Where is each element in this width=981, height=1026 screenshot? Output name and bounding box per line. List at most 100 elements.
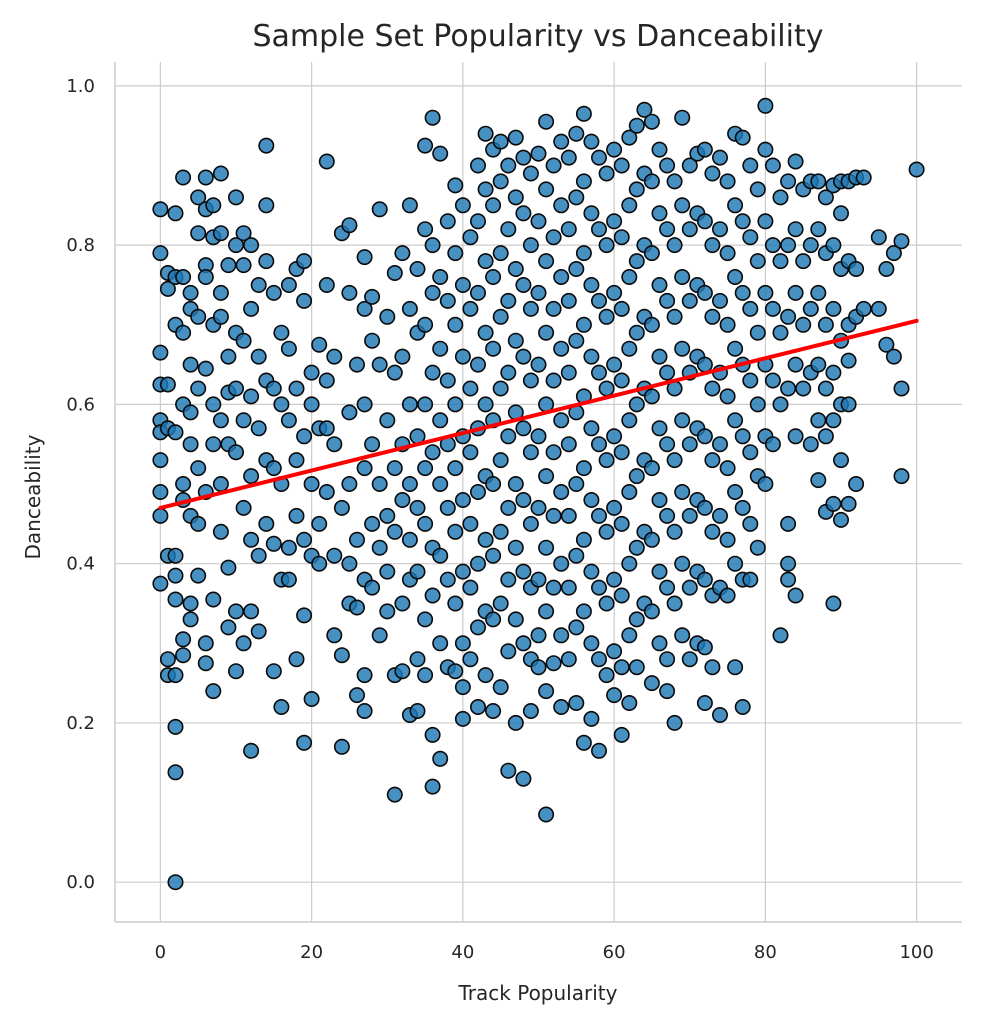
data-point: [666, 595, 683, 612]
data-point: [621, 268, 638, 285]
data-point: [545, 300, 562, 317]
data-point: [817, 380, 834, 397]
data-point: [780, 555, 797, 572]
data-point: [613, 587, 630, 604]
data-point: [832, 205, 849, 222]
data-point: [364, 515, 381, 532]
data-point: [711, 706, 728, 723]
data-point: [855, 300, 872, 317]
data-point: [666, 237, 683, 254]
data-point: [530, 356, 547, 373]
data-point: [424, 109, 441, 126]
data-point: [651, 420, 668, 437]
data-point: [628, 468, 645, 485]
data-point: [515, 276, 532, 293]
data-point: [734, 428, 751, 445]
data-point: [628, 253, 645, 270]
data-point: [780, 515, 797, 532]
data-point: [401, 396, 418, 413]
data-point: [575, 245, 592, 262]
data-point: [462, 579, 479, 596]
data-point: [545, 507, 562, 524]
data-point: [802, 237, 819, 254]
y-tick-label: 0.0: [66, 872, 95, 893]
data-point: [590, 364, 607, 381]
data-point: [749, 396, 766, 413]
data-point: [560, 436, 577, 453]
data-point: [538, 253, 555, 270]
data-point: [265, 460, 282, 477]
data-point: [553, 698, 570, 715]
data-point: [696, 356, 713, 373]
data-point: [371, 201, 388, 218]
data-point: [500, 499, 517, 516]
data-point: [772, 396, 789, 413]
data-point: [228, 189, 245, 206]
axis-spines: [114, 62, 962, 923]
data-point: [311, 515, 328, 532]
data-point: [613, 229, 630, 246]
data-point: [651, 348, 668, 365]
data-point: [621, 412, 638, 429]
data-point: [190, 225, 207, 242]
data-point: [477, 324, 494, 341]
data-point: [500, 762, 517, 779]
data-point: [417, 515, 434, 532]
data-point: [606, 141, 623, 158]
data-point: [643, 113, 660, 130]
data-point: [485, 611, 502, 628]
data-point: [447, 663, 464, 680]
data-point: [832, 511, 849, 528]
data-point: [621, 627, 638, 644]
data-point: [553, 340, 570, 357]
data-point: [659, 507, 676, 524]
data-point: [787, 356, 804, 373]
data-point: [530, 428, 547, 445]
data-point: [590, 579, 607, 596]
data-point: [212, 523, 229, 540]
data-point: [704, 380, 721, 397]
data-point: [447, 316, 464, 333]
data-point: [590, 507, 607, 524]
data-point: [538, 324, 555, 341]
data-point: [432, 340, 449, 357]
data-point: [757, 284, 774, 301]
data-point: [590, 292, 607, 309]
data-point: [318, 153, 335, 170]
data-point: [893, 233, 910, 250]
data-point: [651, 491, 668, 508]
data-point: [280, 412, 297, 429]
data-point: [175, 631, 192, 648]
data-point: [243, 468, 260, 485]
data-point: [220, 348, 237, 365]
data-point: [643, 531, 660, 548]
data-point: [469, 483, 486, 500]
data-point: [764, 157, 781, 174]
data-point: [371, 356, 388, 373]
data-point: [681, 157, 698, 174]
data-point: [228, 444, 245, 461]
data-point: [575, 460, 592, 477]
data-point: [212, 412, 229, 429]
data-point: [606, 284, 623, 301]
data-point: [704, 165, 721, 182]
data-point: [454, 679, 471, 696]
data-point: [507, 260, 524, 277]
data-point: [394, 663, 411, 680]
data-point: [621, 340, 638, 357]
data-point: [492, 245, 509, 262]
data-point: [772, 189, 789, 206]
data-point: [727, 340, 744, 357]
data-point: [598, 452, 615, 469]
data-point: [485, 702, 502, 719]
data-point: [810, 412, 827, 429]
data-point: [288, 651, 305, 668]
data-point: [583, 205, 600, 222]
data-point: [469, 555, 486, 572]
y-tick-label: 1.0: [66, 76, 95, 97]
data-point: [500, 428, 517, 445]
data-point: [439, 372, 456, 389]
data-point: [379, 412, 396, 429]
data-point: [280, 340, 297, 357]
data-point: [152, 575, 169, 592]
